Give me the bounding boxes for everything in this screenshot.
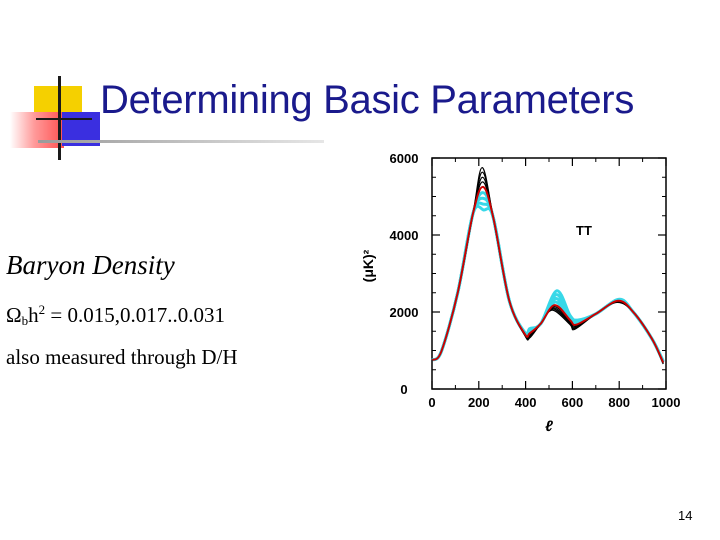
- slide-number: 14: [678, 508, 693, 523]
- omega-subscript: b: [21, 313, 29, 328]
- curve-black-0: [432, 166, 664, 365]
- y-axis-label: (μK)²: [360, 249, 376, 282]
- x-tick-label-0: 0: [428, 395, 435, 410]
- cmb-tt-power-spectrum-chart: 0 2000 4000 6000 0 200 400 600 800 1000 …: [360, 151, 681, 435]
- measured-note: also measured through D/H: [6, 345, 238, 369]
- curve-cyan-5: [431, 191, 665, 363]
- curve-black-3: [432, 181, 664, 364]
- curve-cyan-7: [431, 201, 665, 362]
- plot-frame: [431, 157, 667, 390]
- curve-black-1: [432, 171, 664, 364]
- omega-symbol: Ω: [6, 303, 22, 327]
- x-axis-label: ℓ: [545, 418, 553, 435]
- slide-title: Determining Basic Parameters: [100, 78, 635, 122]
- curve-cyan-8: [431, 204, 665, 362]
- omega-superscript: 2: [38, 302, 46, 317]
- tt-annotation: TT: [576, 223, 592, 238]
- curve-cyan-6: [431, 196, 665, 363]
- title-underline: [38, 140, 324, 143]
- curve-red-4: [431, 185, 665, 363]
- decor-horizontal-line: [36, 118, 92, 120]
- y-tick-label-0: 0: [400, 382, 407, 397]
- curve-black-2: [432, 176, 664, 364]
- y-tick-label-6000: 6000: [390, 151, 419, 166]
- x-tick-label-1000: 1000: [652, 395, 681, 410]
- curve-series-group: [431, 166, 665, 365]
- heading-baryon-density: Baryon Density: [6, 250, 175, 280]
- axis-ticks: [431, 157, 667, 390]
- x-tick-label-200: 200: [468, 395, 490, 410]
- y-tick-label-2000: 2000: [390, 305, 419, 320]
- omega-h: h: [28, 303, 39, 327]
- x-tick-label-800: 800: [608, 395, 630, 410]
- omega-values: = 0.015,0.017..0.031: [45, 303, 225, 327]
- x-tick-label-400: 400: [515, 395, 537, 410]
- omega-b-h2-line: Ωbh2 = 0.015,0.017..0.031: [6, 302, 225, 329]
- y-tick-label-4000: 4000: [390, 228, 419, 243]
- x-tick-label-600: 600: [562, 395, 584, 410]
